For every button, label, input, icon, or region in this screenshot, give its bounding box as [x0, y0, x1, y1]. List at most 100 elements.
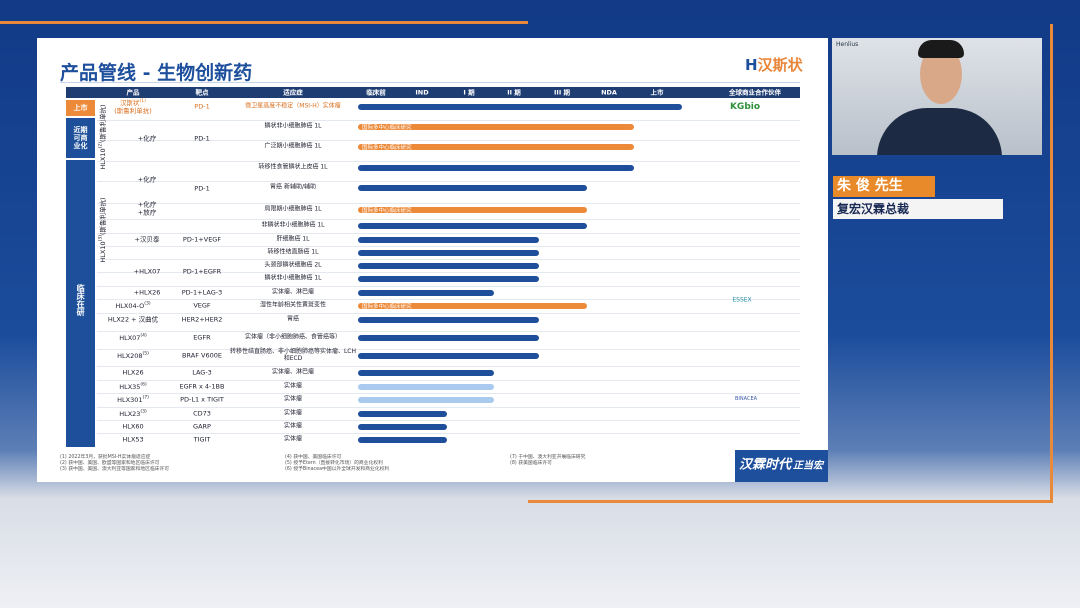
pipeline-bar [358, 263, 539, 269]
combo: +汉贝泰 [134, 235, 160, 244]
column-header: 上市 [650, 87, 664, 96]
row-line [97, 380, 800, 381]
product: HLX53 [122, 436, 143, 443]
column-header: I 期 [463, 87, 475, 96]
indication: 鳞状非小细胞肺癌 1L [264, 122, 322, 130]
pipeline-bar: 国际多中心临床研究 [358, 144, 634, 151]
bar-label: 国际多中心临床研究 [362, 208, 412, 214]
product-note: (3) [144, 301, 151, 307]
target: LAG-3 [192, 368, 212, 377]
divider [60, 82, 800, 83]
indication: 实体瘤 [283, 422, 302, 430]
pipeline-bar [358, 237, 539, 243]
pipeline-bar [358, 317, 539, 323]
bar-label: 国际多中心临床研究 [362, 304, 412, 310]
product: HLX22 + 汉曲优 [108, 316, 158, 323]
pipeline-bar [358, 437, 447, 443]
table-header [66, 87, 800, 98]
row-line [97, 233, 800, 234]
target: BRAF V600E [182, 351, 222, 360]
product-name: HLX04-O [115, 301, 145, 310]
product-name: HLX60 [122, 422, 144, 431]
pipeline-bar [358, 335, 539, 341]
row-line [97, 393, 800, 394]
row-line [97, 407, 800, 408]
deco-line [528, 500, 1053, 503]
product-note: (3) [140, 409, 147, 415]
bar-label: 国际多中心临床研究 [362, 125, 412, 131]
product-note: (7) [142, 395, 149, 401]
deco-line [1050, 24, 1053, 502]
column-header: 临床前 [366, 87, 386, 96]
column-header: 靶点 [195, 87, 209, 96]
speaker-name: 朱 俊 先生 [833, 176, 935, 197]
section-label: 上市 [73, 103, 88, 112]
target: VEGF [193, 301, 211, 310]
indication: 转移性食管鳞状上皮癌 1L [258, 163, 328, 171]
indication: 转移性结直肠癌、非小细胞肺癌等实体瘤、LCH和ECD [229, 348, 357, 362]
column-header: II 期 [507, 87, 521, 96]
pipeline-bar [358, 424, 447, 430]
indication: 鳞状非小细胞肺癌 1L [264, 274, 322, 282]
indication: 局限期小细胞肺癌 1L [264, 205, 322, 213]
target: EGFR x 4-1BB [179, 382, 225, 391]
product-name: HLX208 [117, 351, 143, 360]
product: HLX23(3) [119, 410, 147, 419]
partner: KGbio [729, 101, 761, 112]
product-name: 汉斯状 [120, 99, 140, 108]
logo: H汉斯状 [745, 56, 803, 74]
product-name: HLX23 [119, 409, 141, 418]
target: GARP [193, 422, 211, 431]
deco-line [0, 21, 528, 24]
section-box [66, 160, 95, 447]
indication: 实体瘤 [283, 409, 302, 417]
partner: ESSEX [732, 296, 752, 304]
combo: +化疗 [137, 175, 157, 184]
combo: +放疗 [137, 208, 157, 217]
indication: 微卫星高度不稳定（MSI-H）实体瘤 [245, 102, 341, 110]
product: HLX301(7) [117, 396, 149, 405]
product-name: HLX53 [122, 435, 144, 444]
person-hair [918, 40, 964, 58]
slogan-part: 正当宏 [793, 460, 824, 472]
pipeline-bar [358, 165, 634, 171]
target: PD-1+LAG-3 [181, 288, 223, 297]
product-note: (5) [142, 351, 149, 357]
product-sub: (斯鲁利单抗) [98, 197, 107, 235]
row-line [97, 313, 800, 314]
row-line [97, 181, 800, 182]
pipeline-bar [358, 104, 682, 110]
row-line [97, 331, 800, 332]
product: HLX208(5) [117, 352, 149, 361]
pipeline-bar [358, 370, 494, 376]
row-line [97, 420, 800, 421]
target: PD-1 [194, 102, 210, 111]
combo: +HLX26 [133, 288, 161, 297]
video-brand: Henlius [836, 41, 859, 48]
target: PD-1+EGFR [182, 267, 222, 276]
column-header: 全球商业合作伙伴 [729, 87, 781, 96]
footnote: (5) 授予Etern（直接转化市场）的商业化权利 [285, 461, 383, 466]
product: 汉斯状(1) (斯鲁利单抗) [114, 99, 152, 115]
row-line [97, 272, 800, 273]
logo-band [735, 450, 828, 482]
footnote: (6) 授予Binacea中国以外全球开发和商业化权利 [285, 467, 390, 472]
bar-label: 国际多中心临床研究 [362, 145, 412, 151]
row-line [97, 259, 800, 260]
indication: 胃癌 [286, 315, 299, 323]
combo: +HLX07 [133, 267, 161, 276]
row-line [97, 140, 800, 141]
pipeline-bar: 国际多中心临床研究 [358, 303, 587, 310]
product-name: HLX07 [119, 333, 141, 342]
product-note: (6) [140, 382, 147, 388]
product: HLX10(3)(斯鲁利单抗) [99, 197, 108, 262]
column-header: 适应症 [283, 87, 303, 96]
target: CD73 [193, 409, 211, 418]
footnote: (8) 获美国临床许可 [510, 461, 552, 466]
indication: 湿性年龄相关性黄斑变性 [259, 301, 326, 309]
product: HLX35(6) [119, 383, 147, 392]
footnote: (3) 获中国、美国、澳大利亚等国家和地区临床许可 [60, 467, 170, 472]
product-name: HLX10 [98, 241, 107, 263]
target: PD-1+VEGF [182, 235, 222, 244]
speaker-title: 复宏汉霖总裁 [833, 199, 1003, 219]
